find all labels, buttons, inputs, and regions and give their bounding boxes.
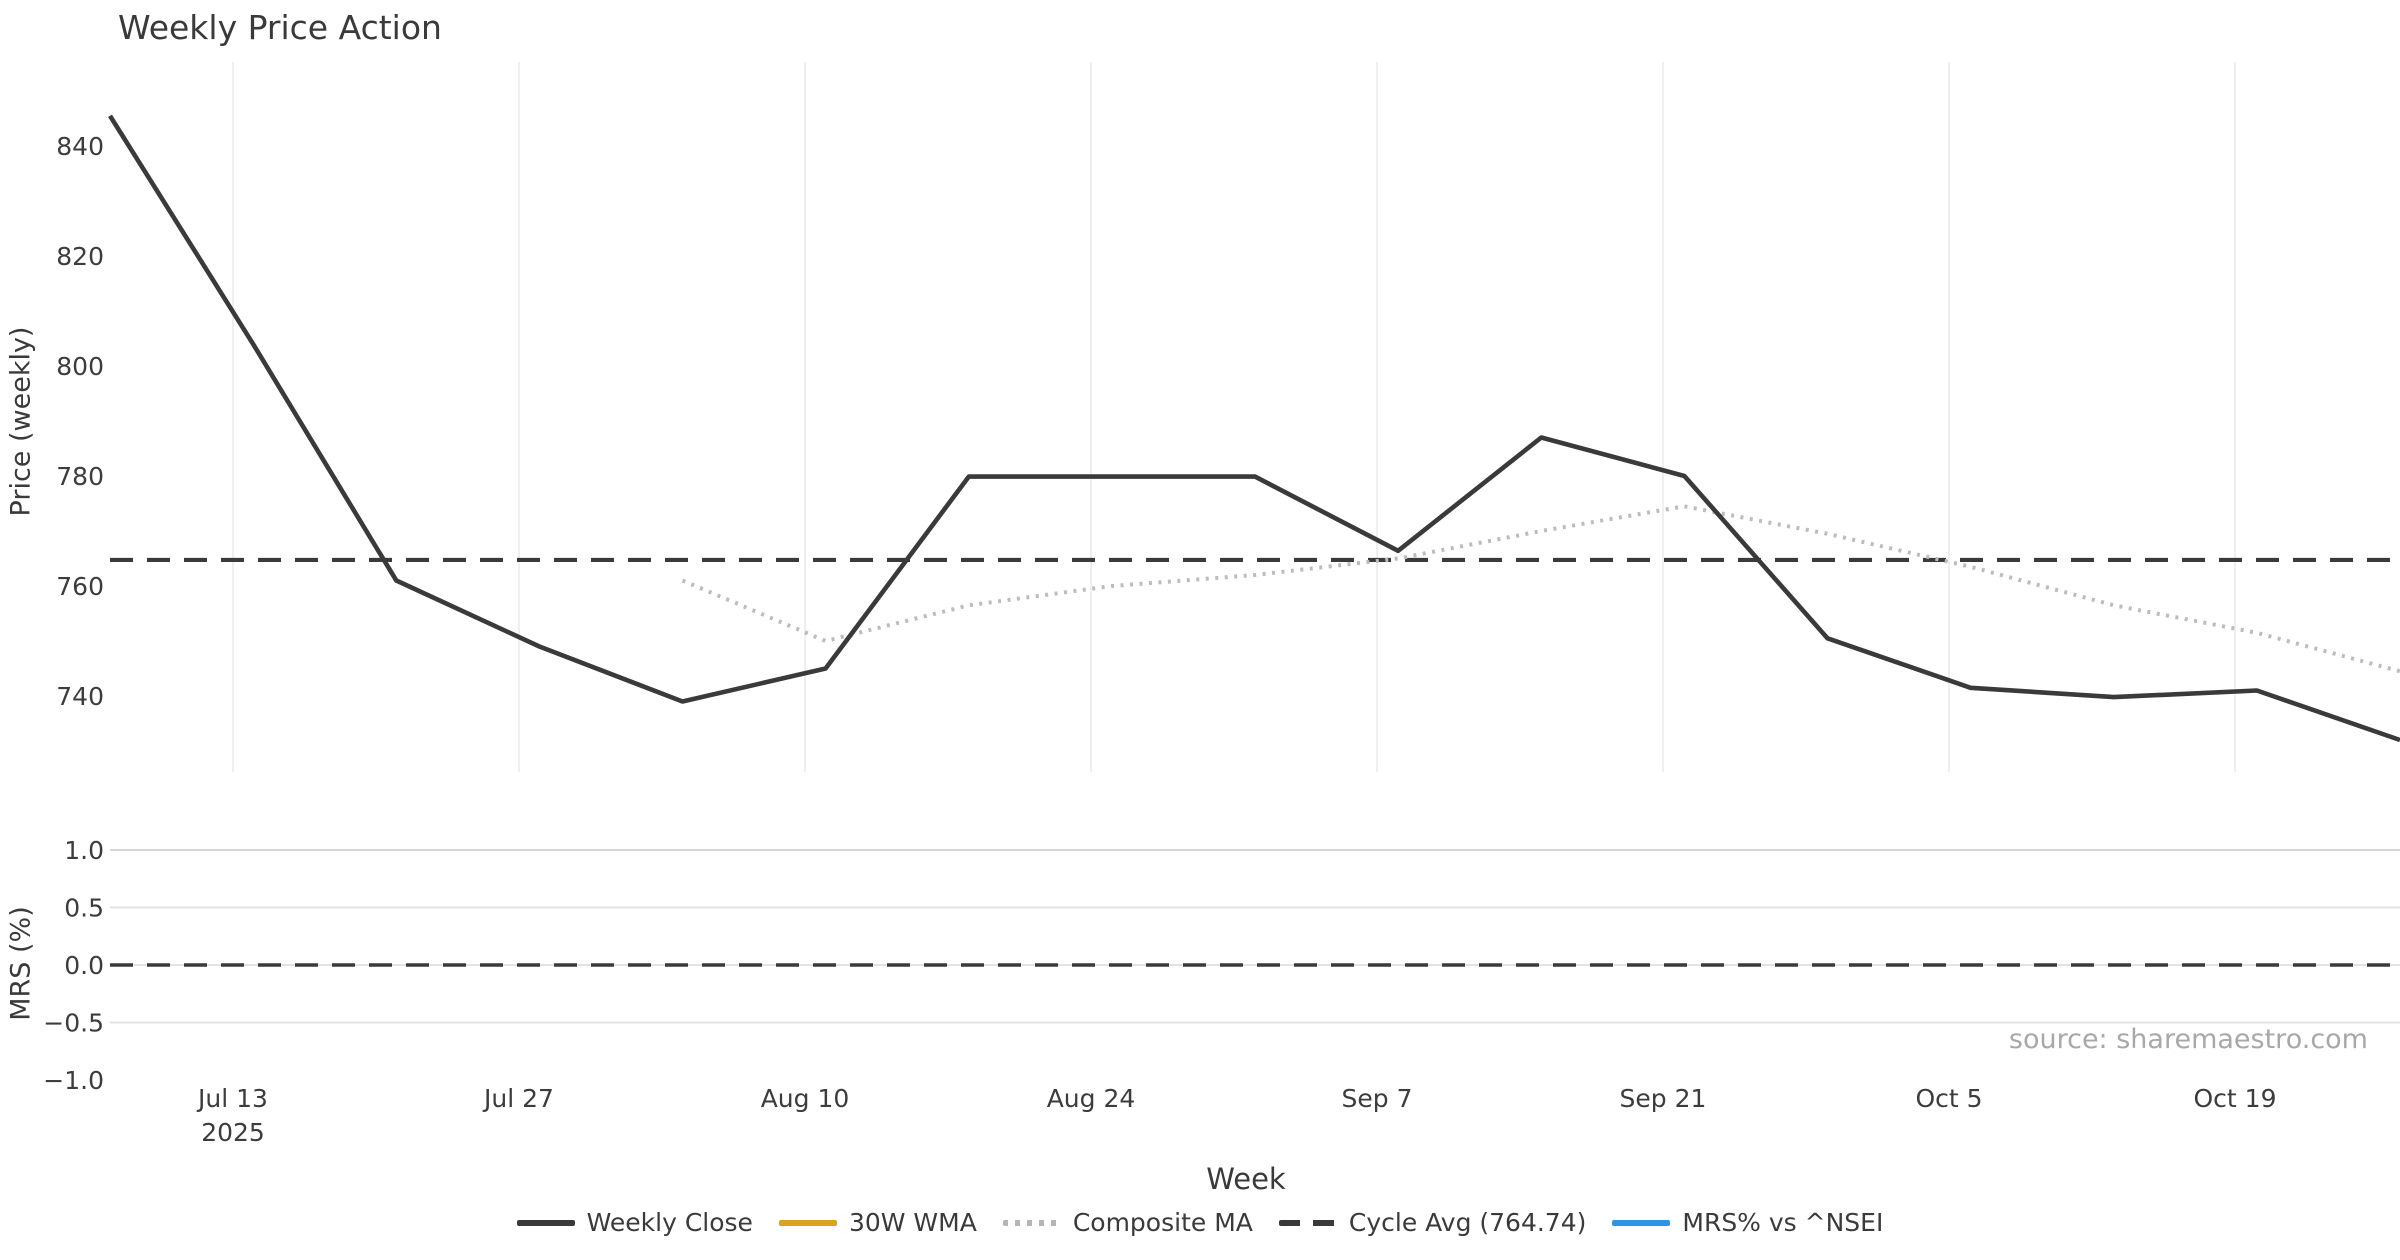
mrs-tick-label: 1.0: [64, 836, 104, 865]
legend-item-30w-wma: 30W WMA: [778, 1208, 977, 1237]
vertical-gridlines: [232, 62, 2236, 772]
composite-ma-line-swatch-icon: [1002, 1219, 1061, 1226]
mrs-line-swatch-icon: [1612, 1219, 1671, 1226]
series-lines: [108, 114, 2400, 967]
legend-item-cycle-avg: Cycle Avg (764.74): [1278, 1208, 1587, 1237]
cycle-avg-line-swatch-icon: [1278, 1219, 1337, 1226]
x-tick-label: Aug 10: [761, 1084, 850, 1113]
x-tick-label: Aug 24: [1047, 1084, 1136, 1113]
x-tick-label: Sep 21: [1620, 1084, 1707, 1113]
legend-label: Weekly Close: [586, 1208, 753, 1237]
chart-legend: Weekly Close 30W WMA Composite MA Cycle …: [0, 1208, 2400, 1237]
legend-item-composite-ma: Composite MA: [1002, 1208, 1253, 1237]
price-tick-label: 800: [56, 352, 104, 381]
price-tick-label: 740: [56, 682, 104, 711]
price-tick-label: 780: [56, 462, 104, 491]
mrs-tick-label: 0.0: [64, 951, 104, 980]
legend-label: 30W WMA: [848, 1208, 977, 1237]
x-tick-label: Oct 19: [2194, 1084, 2277, 1113]
x-tick-label: Sep 7: [1342, 1084, 1413, 1113]
mrs-tick-label: 0.5: [64, 894, 104, 923]
mrs-tick-label: −0.5: [43, 1009, 104, 1038]
mrs-tick-label: −1.0: [43, 1066, 104, 1095]
legend-label: MRS% vs ^NSEI: [1682, 1208, 1884, 1237]
weekly-close-line: [108, 114, 2400, 743]
mrs-axis-label: MRS (%): [5, 906, 37, 1021]
weekly-close-line-swatch-icon: [516, 1219, 575, 1226]
page-title: Weekly Price Action: [118, 8, 442, 47]
source-attribution: source: sharemaestro.com: [2008, 1024, 2368, 1055]
price-axis-label: Price (weekly): [5, 326, 37, 517]
price-tick-label: 840: [56, 132, 104, 161]
price-tick-label: 820: [56, 242, 104, 271]
wma-line-swatch-icon: [778, 1219, 837, 1226]
x-tick-label: Jul 13: [196, 1084, 268, 1113]
x-tick-label: Oct 5: [1915, 1084, 1982, 1113]
legend-label: Composite MA: [1072, 1208, 1253, 1237]
composite-ma-line: [681, 504, 2400, 674]
tick-labels: 840 820 800 780 760 740 1.0 0.5 0.0 −0.5 −1.0 Jul 1…: [43, 132, 2276, 1147]
legend-item-mrs-nsei: MRS% vs ^NSEI: [1612, 1208, 1883, 1237]
x-tick-sublabel: 2025: [201, 1118, 265, 1147]
horizontal-gridlines: [110, 849, 2400, 1024]
price-tick-label: 760: [56, 572, 104, 601]
x-tick-label: Jul 27: [482, 1084, 554, 1113]
week-axis-label: Week: [1206, 1162, 1286, 1196]
legend-item-weekly-close: Weekly Close: [516, 1208, 753, 1237]
legend-label: Cycle Avg (764.74): [1348, 1208, 1587, 1237]
